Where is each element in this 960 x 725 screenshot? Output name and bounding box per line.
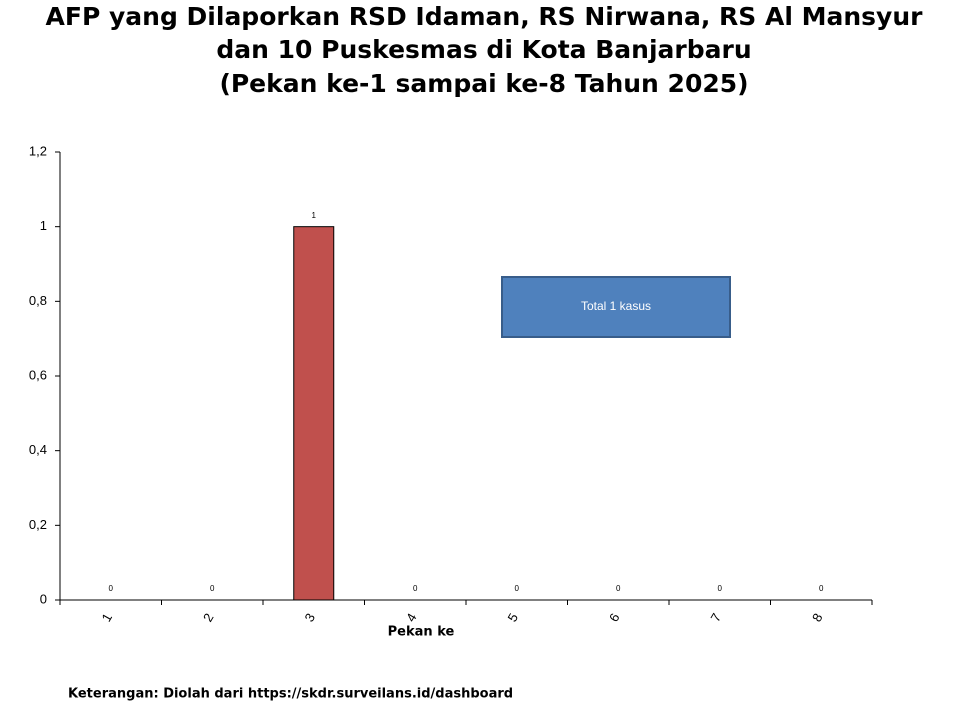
y-tick-label: 0 [40,591,47,606]
y-tick-label: 0,6 [29,367,47,382]
x-tick-label: 4 [403,611,420,625]
x-tick-label: 5 [505,611,522,625]
y-tick-label: 1 [40,218,47,233]
x-tick-label: 8 [809,611,826,625]
data-label: 0 [109,584,114,593]
y-tick-label: 0,2 [29,517,47,532]
y-tick-label: 1,2 [29,143,47,158]
data-label: 1 [312,211,317,220]
y-tick-label: 0,8 [29,293,47,308]
chart-title: AFP yang Dilaporkan RSD Idaman, RS Nirwa… [46,2,924,31]
chart-title: (Pekan ke-1 sampai ke-8 Tahun 2025) [219,69,748,98]
bar [293,226,335,601]
chart-title: dan 10 Puskesmas di Kota Banjarbaru [216,35,751,64]
x-tick-label: 2 [200,611,217,625]
x-tick-label: 1 [99,611,116,625]
x-tick-label: 6 [606,611,623,625]
annotation: Total 1 kasus [581,299,651,313]
data-label: 0 [616,584,621,593]
x-tick-label: 3 [302,611,319,625]
data-label: 0 [515,584,520,593]
data-label: 0 [718,584,723,593]
annotation-box [501,276,731,338]
x-axis-label: Pekan ke [388,625,455,640]
data-label: 0 [819,584,824,593]
x-tick-label: 7 [708,611,725,625]
data-label: 0 [210,584,215,593]
data-label: 0 [413,584,418,593]
footnote: Keterangan: Diolah dari https://skdr.sur… [68,687,513,702]
y-tick-label: 0,4 [29,442,47,457]
